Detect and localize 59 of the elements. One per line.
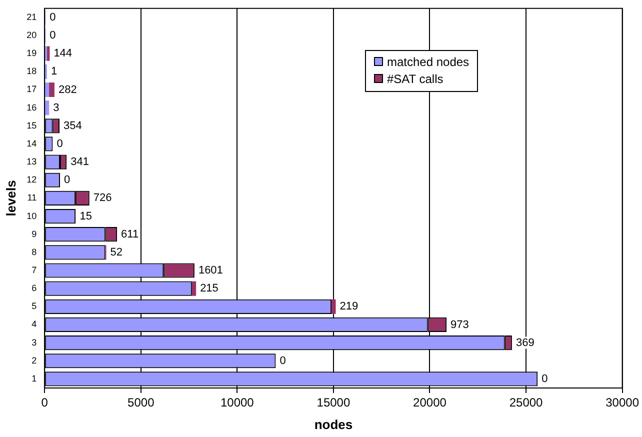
data-label: 973 (450, 318, 469, 331)
bar (332, 299, 336, 314)
y-tick-label: 18 (26, 66, 37, 76)
y-tick-label: 4 (32, 319, 37, 330)
y-tick-label: 9 (32, 228, 37, 239)
y-tick-label: 2 (32, 355, 37, 366)
x-tick-label: 0 (41, 396, 48, 410)
x-tick-label: 25000 (509, 396, 544, 410)
legend-label: matched nodes (387, 55, 470, 69)
bar (45, 82, 50, 98)
bar (45, 100, 50, 116)
data-label: 354 (64, 120, 82, 132)
x-tick-label: 20000 (413, 396, 447, 410)
y-tick-label: 10 (26, 210, 37, 221)
data-label: 282 (58, 84, 77, 96)
data-label: 3 (53, 102, 60, 114)
x-tick-label: 10000 (220, 396, 254, 410)
y-tick-label: 1 (32, 373, 37, 384)
y-tick-label: 19 (26, 48, 37, 58)
x-axis-title: nodes (314, 416, 353, 432)
data-label: 369 (516, 336, 534, 349)
legend-label: #SAT calls (387, 72, 444, 86)
data-label: 726 (93, 192, 112, 204)
data-label: 0 (56, 138, 63, 150)
y-tick-label: 12 (26, 174, 37, 185)
y-tick-label: 15 (26, 120, 37, 130)
y-tick-label: 20 (26, 30, 37, 40)
y-tick-label: 3 (32, 337, 37, 348)
y-tick-label: 16 (26, 102, 37, 112)
y-tick-label: 6 (32, 283, 37, 294)
data-label: 0 (280, 354, 286, 367)
x-tick-label: 30000 (606, 396, 640, 410)
bar (46, 46, 50, 61)
x-tick-label: 15000 (316, 396, 350, 410)
y-tick-label: 17 (26, 84, 37, 94)
bar (192, 281, 196, 296)
data-label: 219 (340, 300, 358, 313)
data-label: 0 (542, 372, 548, 385)
bar (49, 82, 54, 98)
data-label: 15 (80, 210, 92, 222)
data-label: 52 (110, 246, 123, 258)
data-label: 1601 (198, 264, 223, 277)
y-tick-label: 14 (26, 138, 37, 148)
y-tick-label: 11 (27, 192, 37, 203)
y-tick-label: 7 (32, 264, 37, 275)
data-label: 0 (64, 174, 70, 186)
y-axis-title: levels (3, 180, 18, 216)
data-label: 0 (50, 11, 56, 24)
data-label: 341 (70, 156, 89, 168)
data-label: 144 (54, 48, 72, 60)
y-tick-label: 13 (26, 156, 37, 167)
x-tick-label: 5000 (128, 396, 155, 410)
data-label: 215 (200, 282, 218, 295)
data-label: 0 (50, 30, 56, 42)
y-tick-label: 21 (26, 12, 37, 22)
y-tick-label: 8 (32, 246, 37, 257)
y-tick-label: 5 (32, 301, 37, 312)
data-label: 1 (50, 66, 58, 78)
data-label: 611 (121, 228, 139, 240)
